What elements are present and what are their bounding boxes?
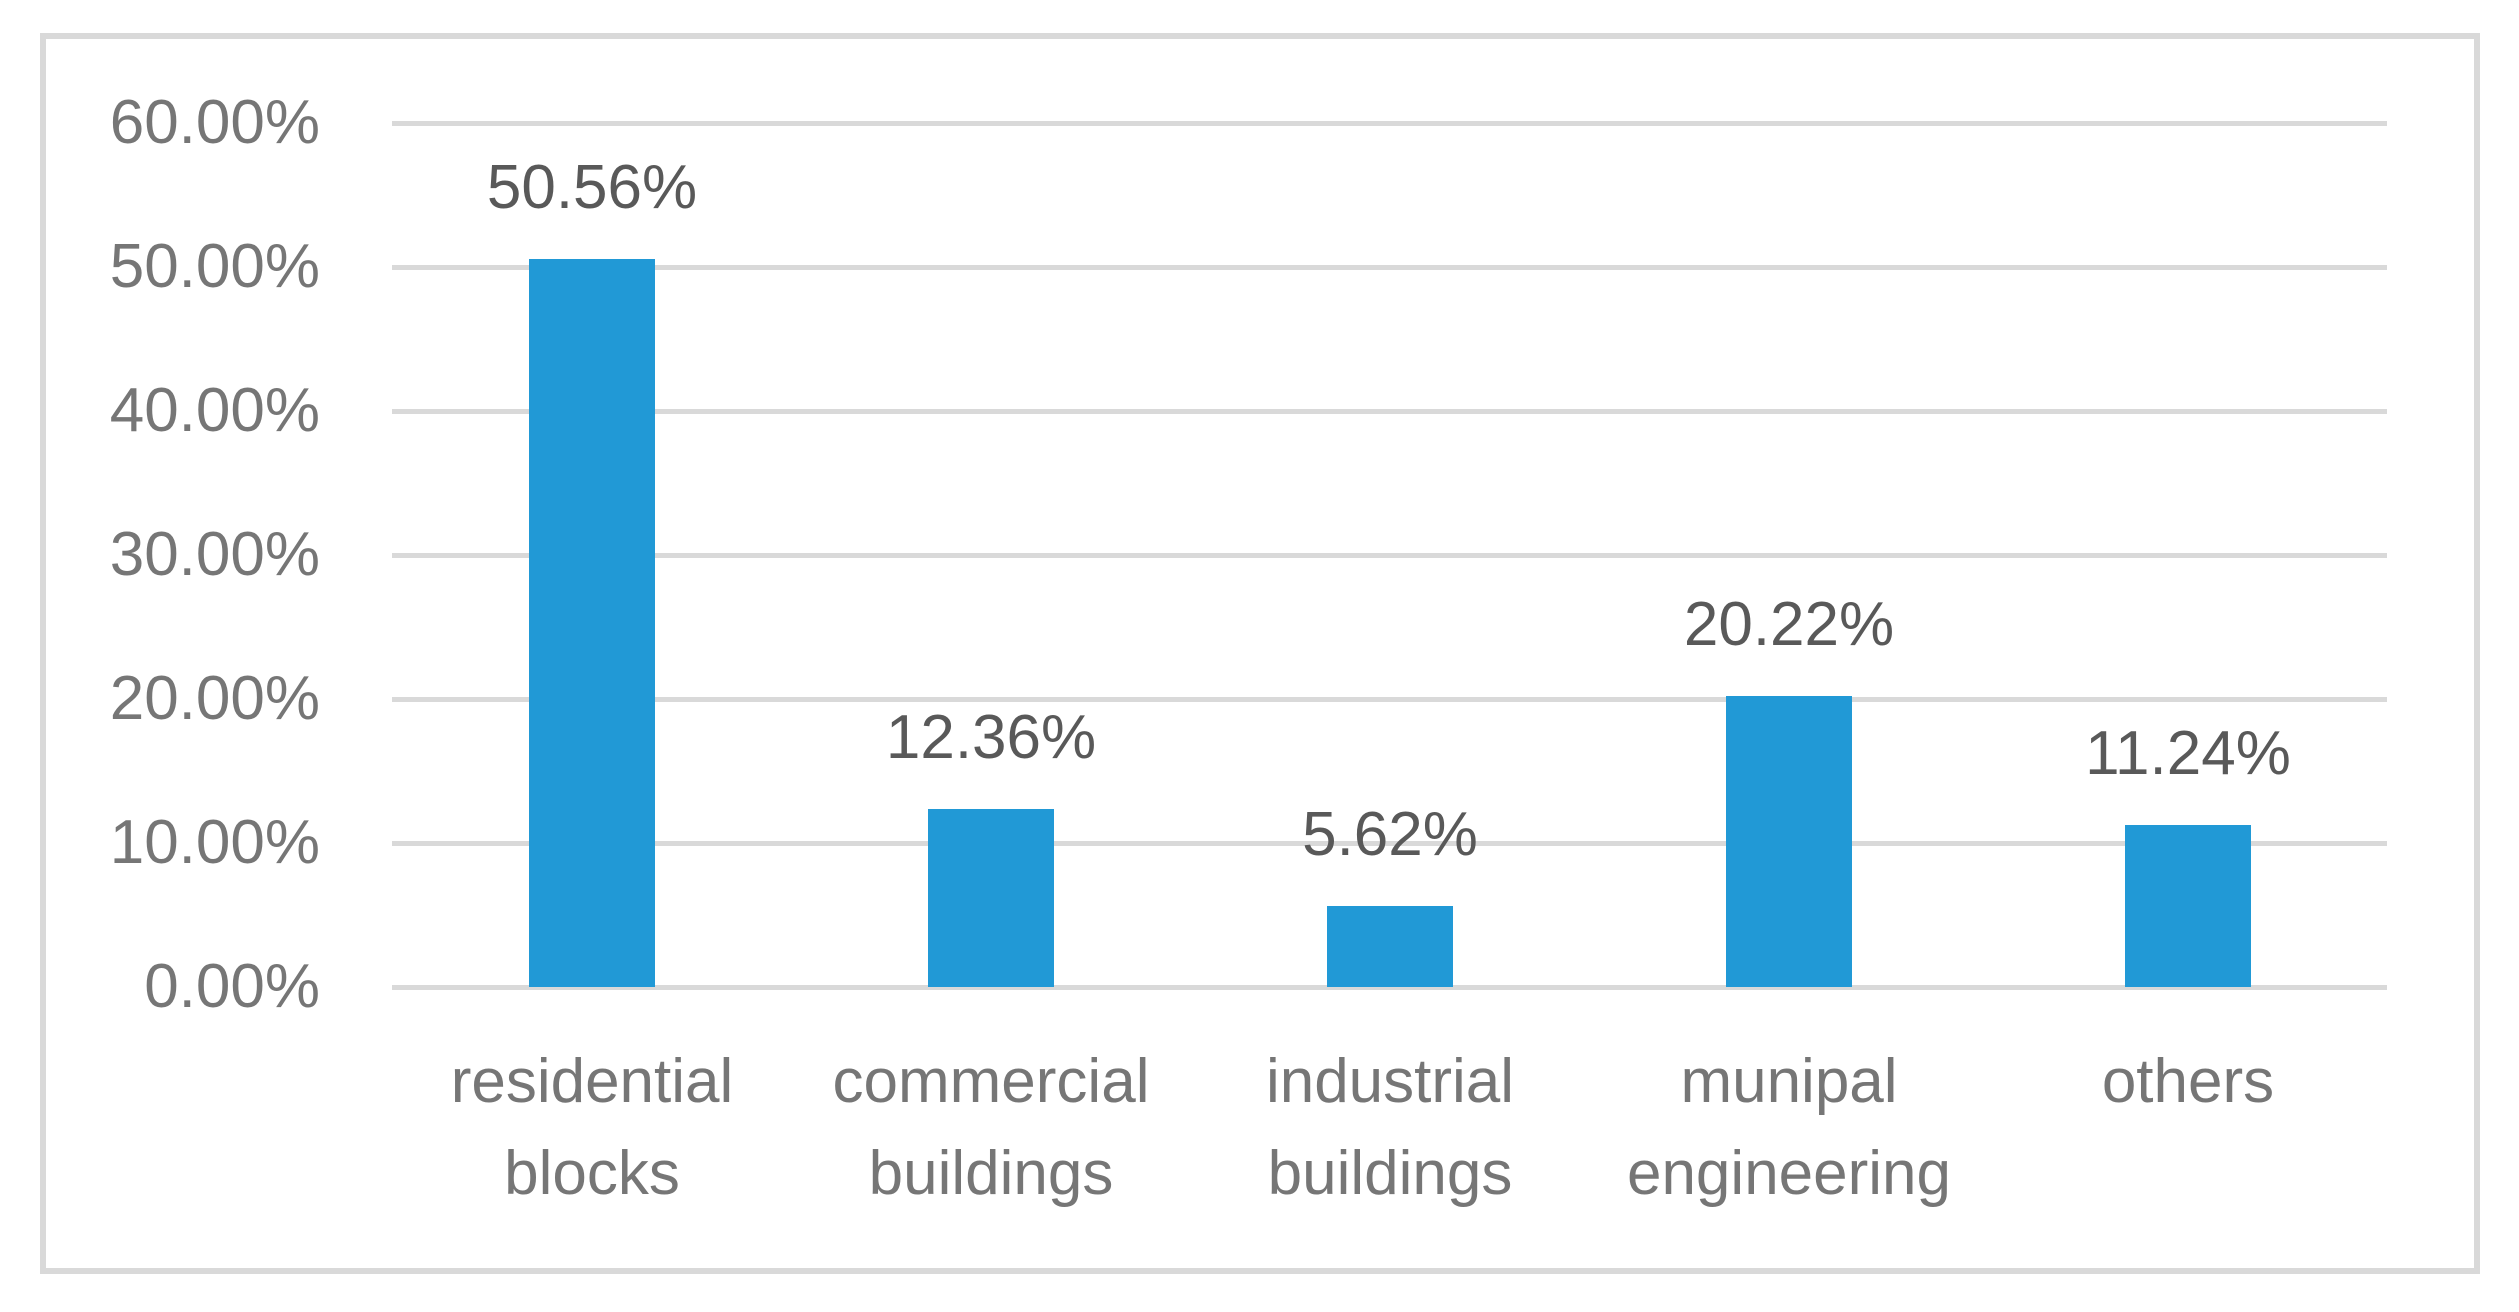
bar-value-label: 12.36% <box>885 703 1097 772</box>
bar-value-label: 5.62% <box>1302 800 1478 869</box>
y-tick-label: 30.00% <box>109 520 320 589</box>
bar-others <box>2125 825 2251 987</box>
gridline <box>392 409 2387 414</box>
gridline <box>392 121 2387 126</box>
bar-value-label: 50.56% <box>486 153 698 222</box>
gridline <box>392 265 2387 270</box>
category-label-line: buildings <box>868 1139 1114 1208</box>
y-tick-label: 0.00% <box>144 952 320 1021</box>
bar-industrial-buildings <box>1327 906 1453 987</box>
category-label: residential blocks <box>372 1036 812 1220</box>
category-label: industrial buildings <box>1170 1036 1610 1220</box>
category-label-line: others <box>2101 1047 2275 1116</box>
bar-munipal-engineering <box>1726 696 1852 987</box>
category-label-line: commercial <box>832 1047 1150 1116</box>
category-label: others <box>1968 1036 2408 1128</box>
bar-residential-blocks <box>529 259 655 987</box>
bar-commercial-buildings <box>928 809 1054 987</box>
y-tick-label: 10.00% <box>109 808 320 877</box>
category-label: munipal engineering <box>1569 1036 2009 1220</box>
category-label: commercial buildings <box>771 1036 1211 1220</box>
y-tick-label: 50.00% <box>109 232 320 301</box>
gridline <box>392 553 2387 558</box>
category-label-line: residential <box>450 1047 734 1116</box>
y-tick-label: 20.00% <box>109 664 320 733</box>
bar-value-label: 11.24% <box>2085 719 2291 788</box>
y-tick-label: 40.00% <box>109 376 320 445</box>
chart-frame <box>40 33 2480 1274</box>
category-label-line: engineering <box>1626 1139 1952 1208</box>
gridline <box>392 697 2387 702</box>
category-label-line: buildings <box>1267 1139 1513 1208</box>
category-label-line: munipal <box>1680 1047 1898 1116</box>
gridline <box>392 841 2387 846</box>
category-label-line: blocks <box>504 1139 680 1208</box>
category-label-line: industrial <box>1265 1047 1515 1116</box>
bar-value-label: 20.22% <box>1683 590 1895 659</box>
x-axis-line <box>392 985 2387 990</box>
y-tick-label: 60.00% <box>109 88 320 157</box>
